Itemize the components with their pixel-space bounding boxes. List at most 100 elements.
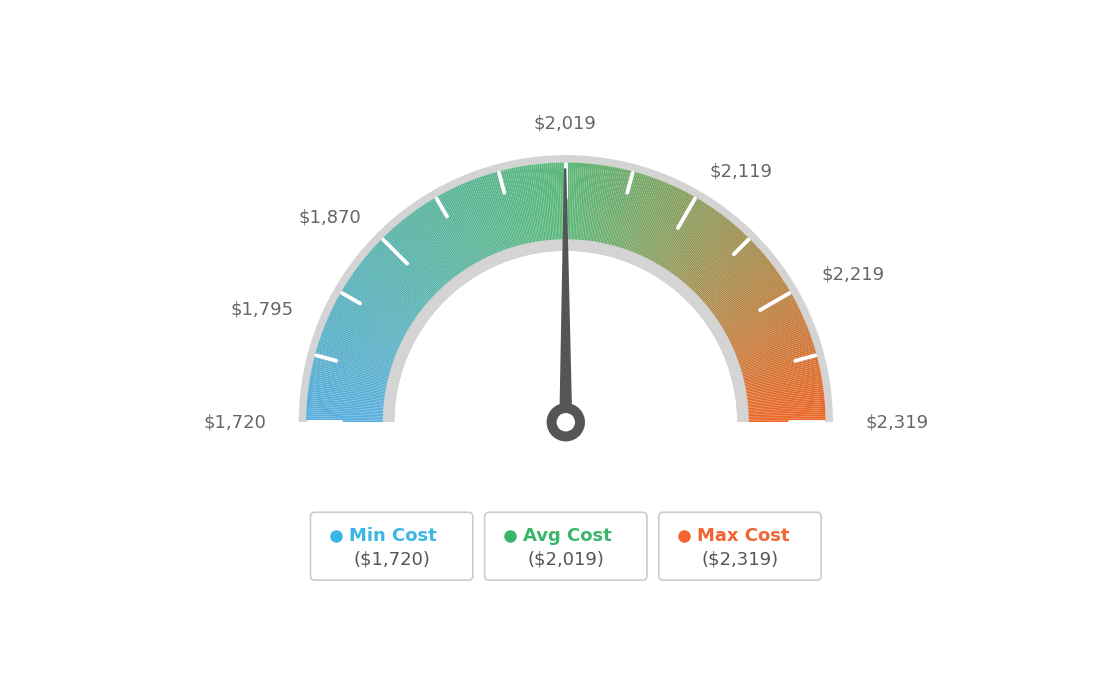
Text: ($2,019): ($2,019)	[528, 551, 604, 569]
Wedge shape	[306, 408, 395, 414]
Wedge shape	[564, 162, 565, 251]
Wedge shape	[574, 163, 580, 251]
Wedge shape	[567, 163, 570, 251]
Wedge shape	[729, 344, 814, 372]
Wedge shape	[690, 243, 755, 305]
Wedge shape	[476, 178, 508, 262]
Wedge shape	[344, 285, 421, 333]
Wedge shape	[428, 201, 476, 277]
Wedge shape	[733, 364, 819, 385]
Wedge shape	[372, 248, 439, 308]
Wedge shape	[736, 414, 826, 418]
Wedge shape	[359, 263, 431, 318]
Wedge shape	[319, 340, 403, 369]
Wedge shape	[577, 163, 586, 252]
Wedge shape	[694, 250, 762, 310]
Wedge shape	[459, 185, 497, 266]
Wedge shape	[540, 164, 550, 252]
Wedge shape	[711, 285, 787, 333]
Circle shape	[556, 413, 575, 431]
Wedge shape	[709, 279, 784, 329]
Wedge shape	[613, 172, 638, 258]
Wedge shape	[678, 226, 737, 294]
Wedge shape	[735, 390, 824, 402]
Wedge shape	[575, 163, 582, 251]
Wedge shape	[703, 268, 776, 322]
Wedge shape	[603, 169, 625, 255]
Wedge shape	[625, 179, 658, 262]
Wedge shape	[734, 373, 821, 391]
Wedge shape	[309, 384, 396, 398]
Wedge shape	[726, 331, 809, 363]
Wedge shape	[689, 241, 754, 304]
Wedge shape	[316, 350, 402, 376]
Wedge shape	[375, 244, 440, 306]
Wedge shape	[721, 313, 803, 352]
Wedge shape	[571, 163, 576, 251]
Text: $2,319: $2,319	[866, 413, 928, 431]
Wedge shape	[729, 342, 814, 371]
Wedge shape	[728, 336, 811, 367]
Wedge shape	[703, 266, 775, 321]
Wedge shape	[509, 168, 530, 255]
Wedge shape	[308, 386, 396, 400]
Wedge shape	[365, 255, 435, 313]
Wedge shape	[723, 319, 805, 355]
Wedge shape	[317, 346, 402, 373]
Wedge shape	[328, 317, 410, 354]
Wedge shape	[679, 228, 739, 295]
Wedge shape	[535, 164, 546, 253]
Wedge shape	[457, 186, 496, 267]
Wedge shape	[330, 312, 411, 351]
Wedge shape	[700, 262, 771, 317]
Wedge shape	[734, 380, 822, 395]
Wedge shape	[306, 416, 394, 420]
Wedge shape	[431, 199, 478, 276]
Wedge shape	[714, 293, 793, 339]
Wedge shape	[650, 197, 697, 274]
Wedge shape	[712, 288, 789, 335]
Wedge shape	[667, 212, 720, 284]
Wedge shape	[326, 321, 408, 357]
Wedge shape	[658, 203, 707, 279]
Wedge shape	[323, 326, 406, 360]
Wedge shape	[338, 295, 416, 339]
Wedge shape	[648, 195, 692, 273]
Wedge shape	[481, 176, 511, 260]
Wedge shape	[702, 265, 774, 319]
FancyBboxPatch shape	[485, 512, 647, 580]
Circle shape	[546, 403, 585, 442]
Wedge shape	[665, 210, 716, 283]
Wedge shape	[426, 202, 475, 277]
Wedge shape	[609, 171, 635, 257]
Wedge shape	[708, 276, 782, 327]
Wedge shape	[425, 203, 474, 279]
Wedge shape	[371, 249, 438, 309]
Wedge shape	[382, 237, 446, 302]
Wedge shape	[627, 180, 661, 263]
Wedge shape	[736, 412, 826, 417]
Wedge shape	[312, 364, 399, 385]
Wedge shape	[708, 278, 783, 328]
Wedge shape	[463, 183, 499, 265]
Wedge shape	[399, 222, 457, 291]
Wedge shape	[319, 338, 404, 368]
Wedge shape	[666, 211, 719, 284]
Wedge shape	[307, 404, 395, 411]
Wedge shape	[672, 218, 729, 288]
Wedge shape	[465, 182, 500, 264]
Wedge shape	[336, 301, 414, 344]
Wedge shape	[350, 276, 424, 327]
Wedge shape	[470, 180, 505, 263]
Wedge shape	[672, 219, 730, 290]
Wedge shape	[545, 163, 554, 252]
Wedge shape	[331, 310, 412, 349]
Wedge shape	[395, 225, 455, 293]
Wedge shape	[734, 372, 821, 390]
Wedge shape	[403, 218, 459, 288]
Wedge shape	[355, 268, 428, 322]
Wedge shape	[548, 163, 555, 251]
Wedge shape	[517, 167, 535, 254]
Wedge shape	[582, 164, 592, 252]
Wedge shape	[376, 243, 442, 305]
